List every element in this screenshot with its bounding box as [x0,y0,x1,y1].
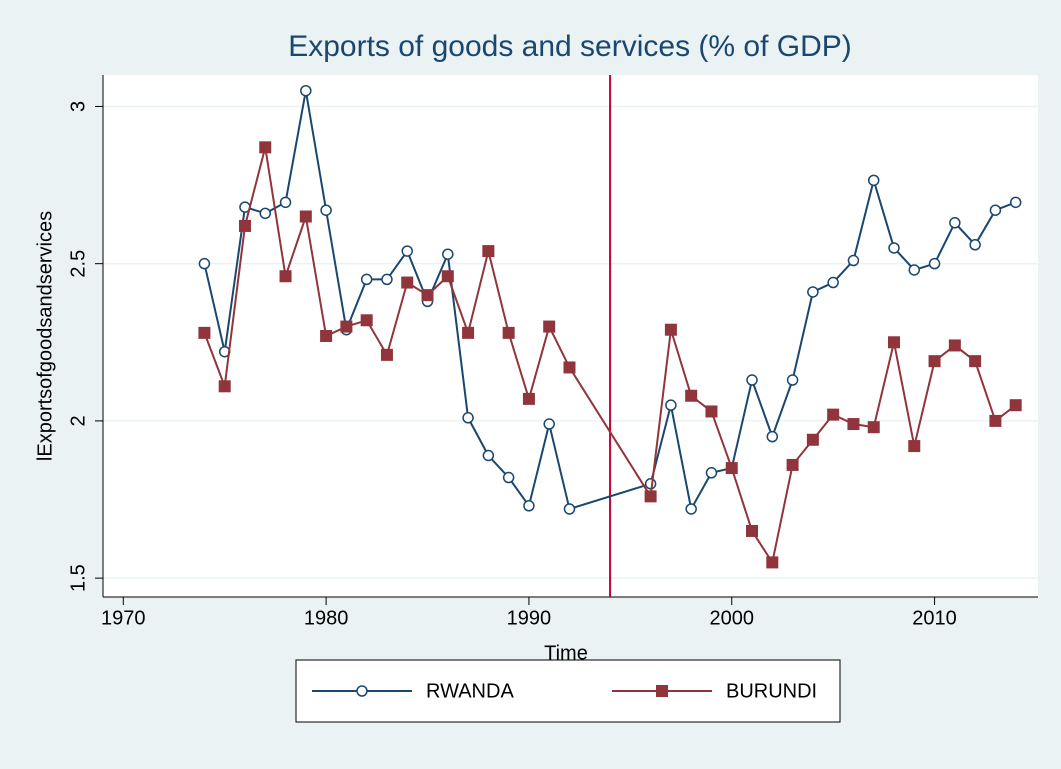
marker [725,462,738,475]
marker [969,355,982,368]
marker [522,392,535,405]
marker [948,339,961,352]
marker [705,467,718,479]
marker [356,685,368,697]
marker [847,254,860,267]
legend-label: BURUNDI [726,680,817,702]
marker [320,204,332,216]
marker [867,174,880,187]
marker [766,556,779,569]
marker [502,471,515,484]
marker [259,141,272,154]
marker [887,336,900,349]
marker [442,248,454,260]
marker [441,270,454,283]
marker [685,503,697,515]
marker [482,449,495,462]
marker [502,326,515,339]
marker [421,289,434,302]
marker [360,314,373,327]
marker [198,257,211,270]
marker [543,418,555,430]
marker [847,418,860,431]
marker [989,204,1002,216]
marker [1009,399,1022,412]
marker [786,374,799,386]
marker [340,320,353,333]
marker [482,245,495,258]
marker [299,210,312,223]
marker [746,374,758,386]
marker [746,524,759,537]
marker [827,408,840,421]
marker [218,380,231,393]
y-axis-label: lExportsofgoodsandservices [34,211,56,461]
marker [401,245,413,257]
marker [279,270,292,283]
x-tick-label: 2010 [912,607,957,629]
x-tick-label: 1970 [101,607,146,629]
marker [806,433,819,446]
marker [867,421,880,434]
marker [705,405,718,418]
legend-label: RWANDA [426,680,514,702]
marker [462,412,474,424]
marker [969,239,981,251]
marker [563,361,576,374]
marker [300,84,312,97]
marker [766,430,779,443]
marker [462,326,475,339]
marker [928,355,941,368]
plot-area [103,75,1038,597]
marker [827,276,839,289]
marker [908,264,921,276]
marker [380,348,393,361]
marker [238,219,251,232]
marker [644,478,657,490]
marker [928,257,941,270]
y-tick-label: 3 [67,101,89,112]
marker [401,276,414,289]
y-tick-label: 1.5 [67,564,89,592]
series-line [203,90,1017,512]
marker [656,685,668,697]
marker [259,207,272,220]
marker [989,414,1002,427]
marker [1009,196,1022,209]
x-axis-label: Time [544,642,588,664]
marker [664,323,677,336]
marker [685,389,698,402]
marker [198,326,211,339]
marker [807,286,819,298]
marker [563,503,576,515]
marker [949,217,961,229]
chart-title: Exports of goods and services (% of GDP) [288,30,852,63]
marker [523,500,535,512]
marker [786,458,799,471]
marker [908,440,921,453]
marker [665,399,677,411]
marker [644,490,657,503]
marker [320,330,333,342]
x-tick-label: 2000 [709,607,754,629]
x-tick-label: 1980 [304,607,349,629]
marker [360,273,373,286]
x-tick-label: 1990 [507,607,552,629]
marker [888,242,900,254]
marker [543,320,556,333]
y-tick-label: 2 [67,415,89,426]
marker [279,196,292,209]
marker [381,273,393,286]
y-tick-label: 2.5 [67,250,89,278]
